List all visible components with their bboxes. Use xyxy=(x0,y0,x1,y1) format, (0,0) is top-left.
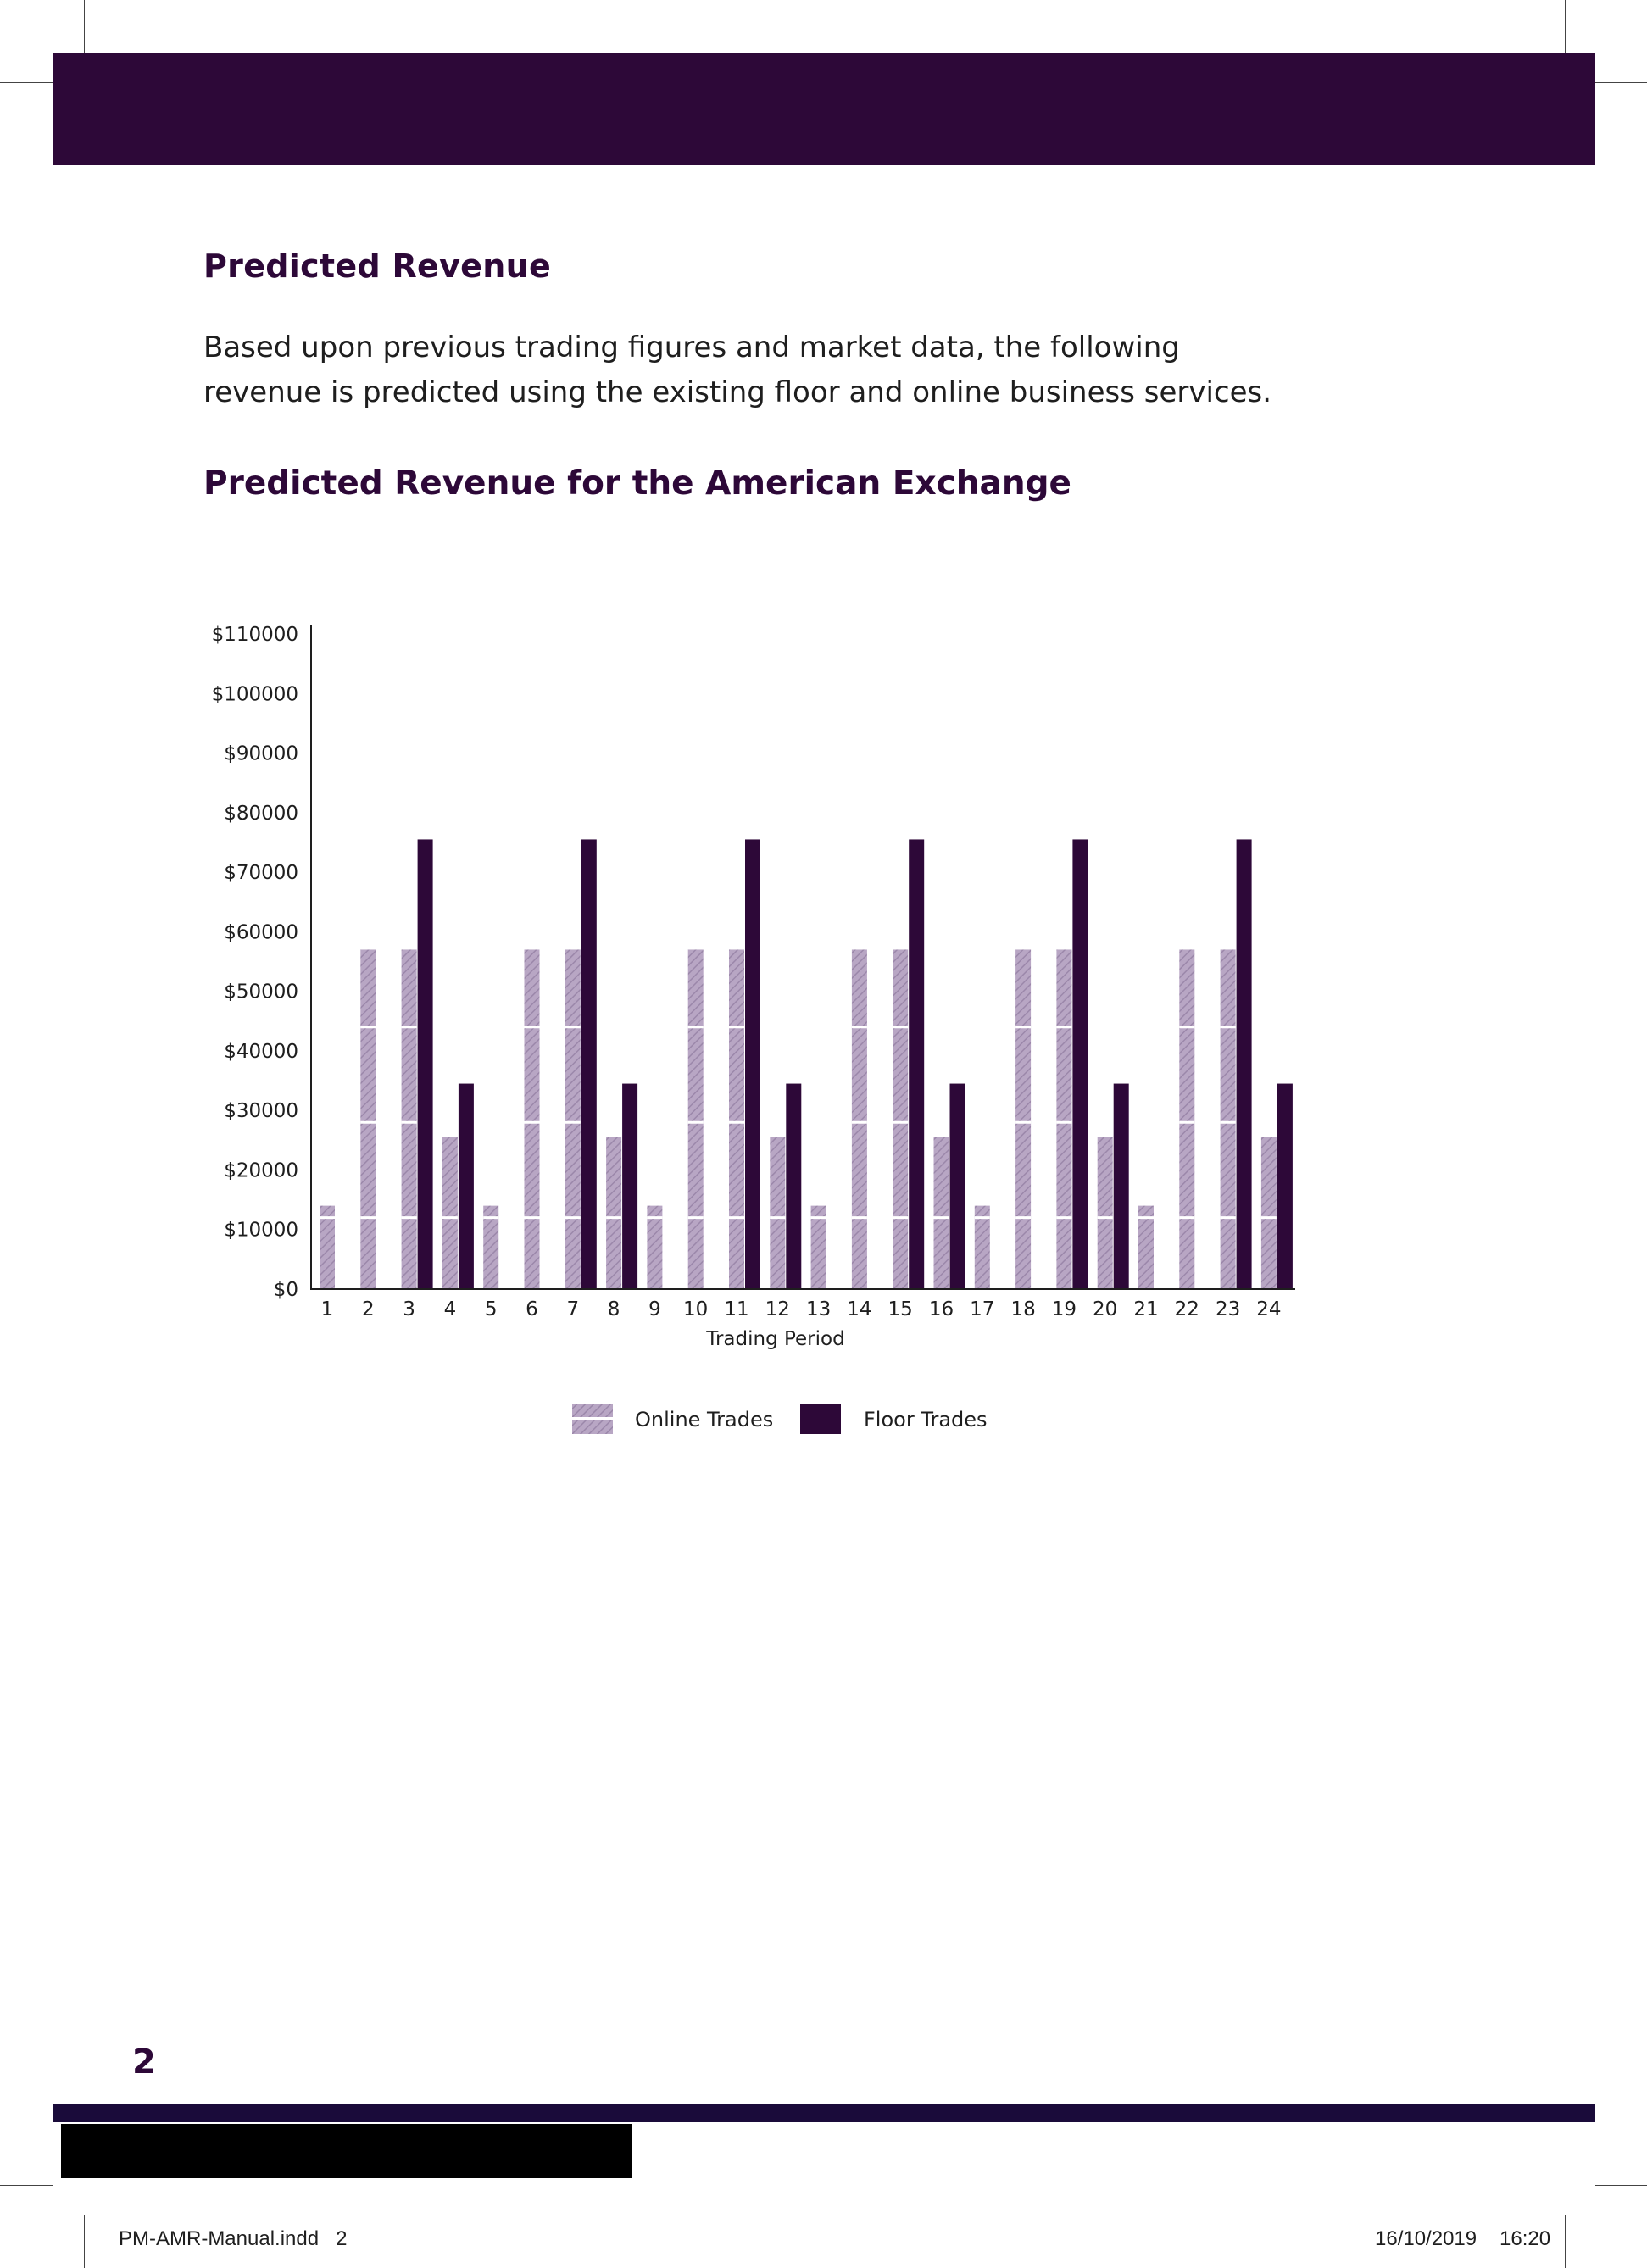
crop-mark xyxy=(84,2215,85,2268)
bar-floor-trades xyxy=(458,1083,474,1289)
bar-floor-trades xyxy=(1113,1083,1129,1289)
bar-online-trades xyxy=(1260,1137,1277,1289)
bar-online-trades xyxy=(565,949,581,1289)
slug-time: 16:20 xyxy=(1500,2227,1551,2250)
bar-online-trades xyxy=(729,949,744,1289)
x-tick-label: 15 xyxy=(888,1298,913,1320)
bar-floor-trades xyxy=(949,1083,965,1289)
crop-mark xyxy=(0,82,53,83)
x-tick-label: 3 xyxy=(403,1298,415,1320)
legend-label-online: Online Trades xyxy=(635,1408,773,1431)
bar-online-trades xyxy=(1179,949,1195,1289)
bar-online-trades xyxy=(1097,1137,1113,1289)
y-tick-label: $30000 xyxy=(224,1100,298,1122)
y-tick-label: $20000 xyxy=(224,1159,298,1181)
x-axis-label: Trading Period xyxy=(705,1328,844,1350)
section-heading: Predicted Revenue xyxy=(203,247,552,285)
bar-online-trades xyxy=(320,1205,335,1289)
x-tick-label: 16 xyxy=(929,1298,954,1320)
x-tick-label: 1 xyxy=(321,1298,334,1320)
crop-mark xyxy=(1565,2215,1566,2268)
crop-mark xyxy=(1595,2185,1647,2186)
slug-filename: PM-AMR-Manual.indd 2 xyxy=(119,2227,348,2250)
x-tick-label: 8 xyxy=(608,1298,620,1320)
intro-paragraph: Based upon previous trading figures and … xyxy=(203,325,1322,415)
bar-online-trades xyxy=(974,1205,990,1289)
bar-online-trades xyxy=(647,1205,663,1289)
chart-heading: Predicted Revenue for the American Excha… xyxy=(203,464,1071,503)
x-tick-label: 9 xyxy=(648,1298,661,1320)
bar-online-trades xyxy=(770,1137,786,1289)
x-tick-label: 12 xyxy=(765,1298,790,1320)
bar-online-trades xyxy=(606,1137,622,1289)
bar-floor-trades xyxy=(417,839,433,1289)
x-tick-label: 24 xyxy=(1256,1298,1281,1320)
y-tick-label: $100000 xyxy=(212,683,298,705)
bar-floor-trades xyxy=(1072,839,1088,1289)
footer-band xyxy=(53,2104,1595,2122)
legend-label-floor: Floor Trades xyxy=(864,1408,988,1431)
bar-floor-trades xyxy=(1236,839,1252,1289)
redaction-box xyxy=(61,2124,632,2178)
bar-online-trades xyxy=(893,949,909,1289)
crop-mark xyxy=(0,2185,53,2186)
intro-line: revenue is predicted using the existing … xyxy=(203,375,1272,409)
bar-floor-trades xyxy=(745,839,760,1289)
x-tick-label: 14 xyxy=(847,1298,871,1320)
x-tick-label: 19 xyxy=(1052,1298,1077,1320)
bar-floor-trades xyxy=(581,839,597,1289)
revenue-bar-chart: $0 $10000 $20000 $30000 $40000 $50000 $60000 $7… xyxy=(212,624,1295,1434)
x-tick-label: 21 xyxy=(1133,1298,1158,1320)
y-tick-label: $110000 xyxy=(212,624,298,646)
bar-online-trades xyxy=(483,1205,499,1289)
y-tick-label: $80000 xyxy=(224,803,298,825)
slug-date: 16/10/2019 xyxy=(1375,2227,1477,2250)
x-tick-label: 17 xyxy=(970,1298,994,1320)
x-tick-label: 20 xyxy=(1093,1298,1117,1320)
bar-online-trades xyxy=(851,949,867,1289)
legend-swatch-floor xyxy=(800,1404,841,1434)
x-tick-label: 22 xyxy=(1175,1298,1199,1320)
chart-legend: Online Trades Floor Trades xyxy=(572,1404,988,1434)
bar-floor-trades xyxy=(622,1083,638,1289)
bar-online-trades xyxy=(1015,949,1032,1289)
bar-online-trades xyxy=(1056,949,1072,1289)
bar-online-trades xyxy=(401,949,417,1289)
x-tick-label: 23 xyxy=(1216,1298,1240,1320)
bar-floor-trades xyxy=(1277,1083,1293,1289)
x-tick-label: 6 xyxy=(526,1298,538,1320)
bar-floor-trades xyxy=(909,839,925,1289)
x-tick-label: 10 xyxy=(683,1298,708,1320)
bar-online-trades xyxy=(1220,949,1236,1289)
x-tick-label: 13 xyxy=(806,1298,831,1320)
y-tick-label: $40000 xyxy=(224,1041,298,1063)
y-tick-label: $70000 xyxy=(224,862,298,884)
y-tick-label: $90000 xyxy=(224,743,298,765)
x-tick-label: 5 xyxy=(485,1298,498,1320)
bar-online-trades xyxy=(933,1137,949,1289)
y-tick-label: $50000 xyxy=(224,981,298,1003)
x-tick-label: 4 xyxy=(444,1298,457,1320)
y-tick-label: $60000 xyxy=(224,921,298,943)
y-tick-label: $10000 xyxy=(224,1220,298,1242)
page-number: 2 xyxy=(132,2043,156,2082)
x-tick-label: 18 xyxy=(1010,1298,1035,1320)
x-tick-label: 7 xyxy=(566,1298,579,1320)
bar-online-trades xyxy=(524,949,540,1289)
x-tick-label: 2 xyxy=(362,1298,375,1320)
crop-mark xyxy=(1565,0,1566,53)
x-tick-label: 11 xyxy=(724,1298,748,1320)
intro-line: Based upon previous trading figures and … xyxy=(203,331,1180,364)
crop-mark xyxy=(1595,82,1647,83)
y-tick-label: $0 xyxy=(274,1279,298,1301)
crop-mark xyxy=(84,0,85,53)
bar-online-trades xyxy=(810,1205,826,1289)
bar-online-trades xyxy=(1138,1205,1154,1289)
header-band xyxy=(53,53,1595,165)
bar-online-trades xyxy=(442,1137,458,1289)
bar-floor-trades xyxy=(786,1083,802,1289)
bar-online-trades xyxy=(687,949,704,1289)
bar-online-trades xyxy=(360,949,376,1289)
